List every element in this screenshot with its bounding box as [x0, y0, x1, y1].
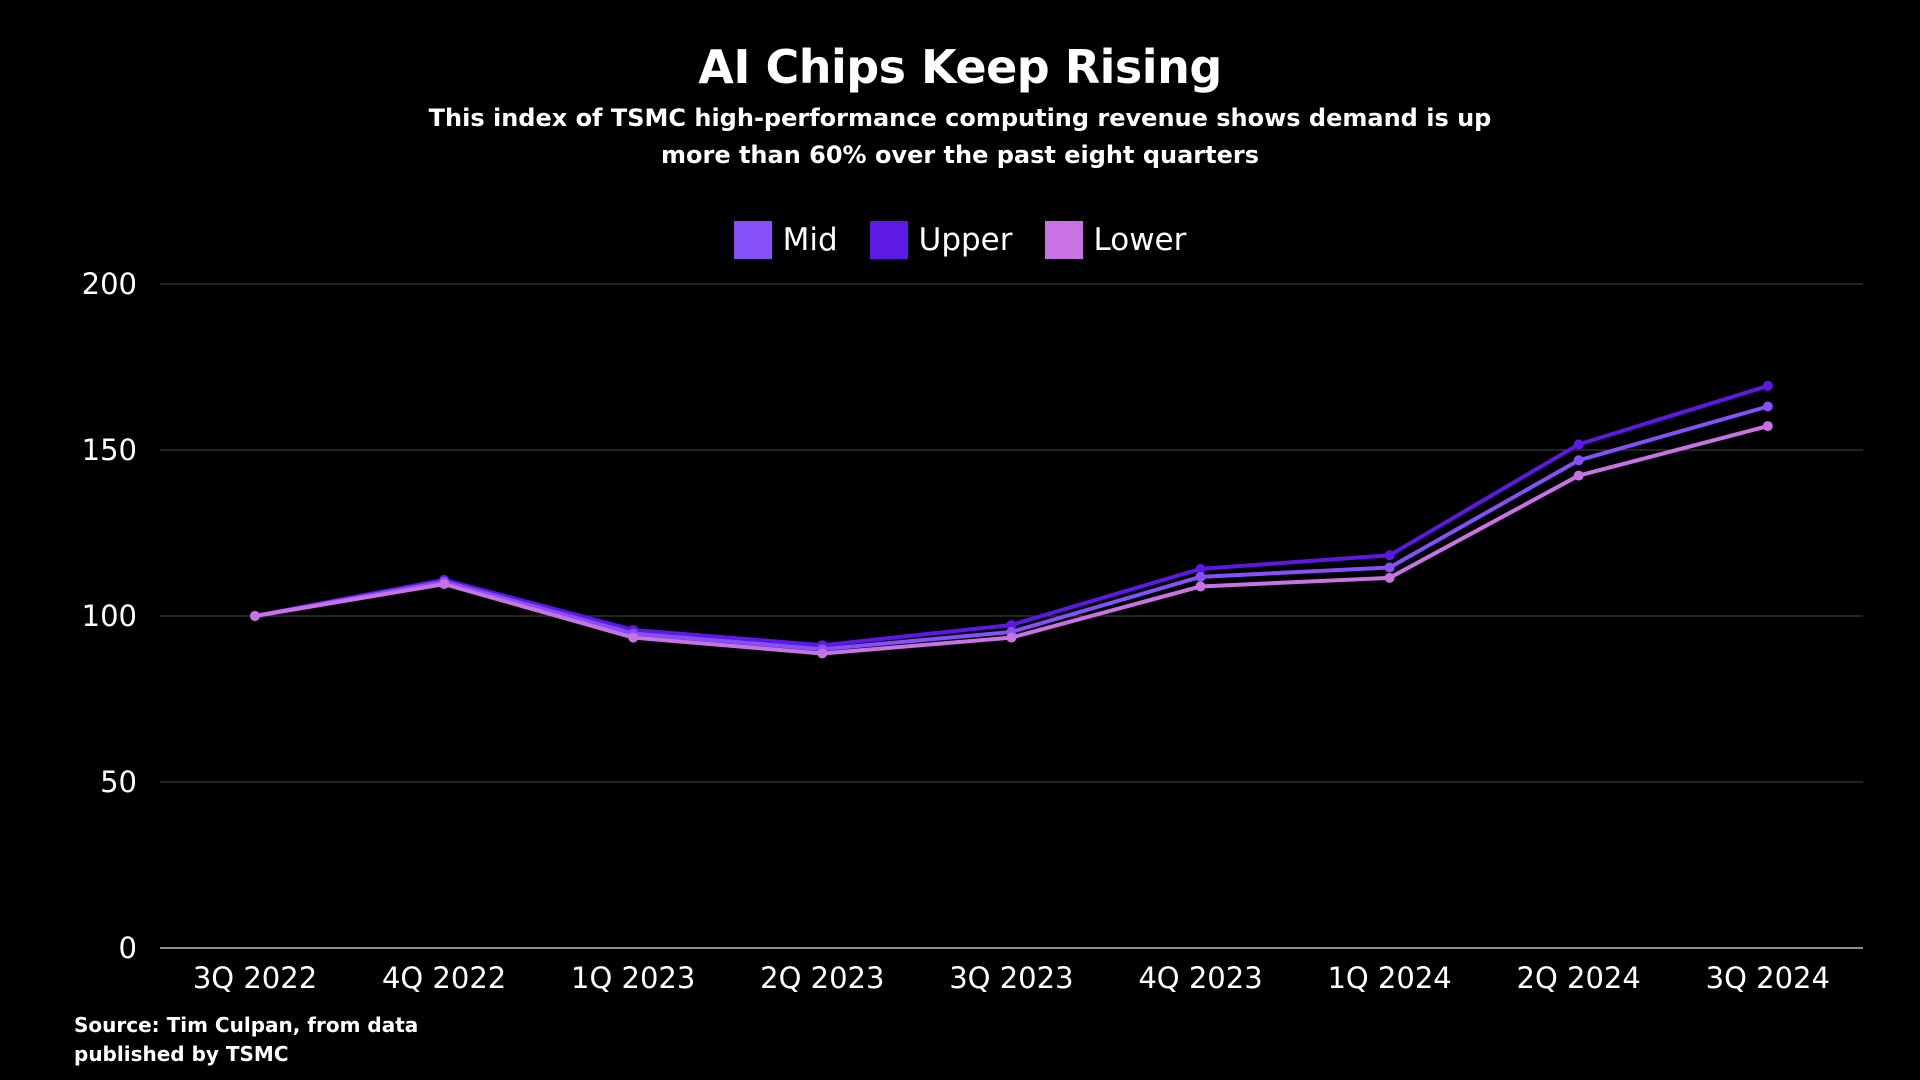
data-point-lower-0: [250, 611, 260, 621]
data-point-mid-5: [1195, 571, 1206, 582]
x-tick-label-3q-2022: 3Q 2022: [193, 961, 317, 995]
source-line-2: published by TSMC: [74, 1042, 289, 1066]
series-lines: [250, 380, 1773, 659]
y-tick-label-100: 100: [82, 599, 137, 633]
series-line-lower: [253, 424, 1770, 656]
data-point-lower-2: [628, 632, 639, 643]
data-point-lower-7: [1573, 470, 1584, 481]
legend-item-mid: Mid: [733, 221, 838, 259]
x-axis-ticks: 3Q 2022 4Q 2022 1Q 2023 2Q 2023 3Q 2023 4Q 20…: [193, 961, 1830, 995]
subtitle-line-1: This index of TSMC high-performance comp…: [428, 104, 1492, 132]
x-tick-label-1q-2024: 1Q 2024: [1327, 961, 1451, 995]
x-tick-label-2q-2023: 2Q 2023: [760, 961, 884, 995]
legend-label-upper: Upper: [918, 222, 1013, 258]
data-point-lower-8: [1762, 421, 1773, 432]
data-point-upper-5: [1195, 563, 1206, 574]
y-axis-ticks: 0 50 100 150 200: [82, 267, 137, 965]
x-tick-label-4q-2022: 4Q 2022: [382, 961, 506, 995]
series-line-mid: [253, 404, 1770, 652]
data-point-mid-8: [1762, 401, 1773, 412]
x-tick-label-4q-2023: 4Q 2023: [1138, 961, 1262, 995]
series-lower: [250, 421, 1773, 659]
data-point-lower-3: [817, 648, 828, 659]
data-point-upper-8: [1762, 380, 1773, 391]
chart-subtitle: This index of TSMC high-performance comp…: [360, 100, 1560, 174]
x-tick-label-1q-2023: 1Q 2023: [571, 961, 695, 995]
x-tick-label-3q-2023: 3Q 2023: [949, 961, 1073, 995]
data-point-upper-6: [1384, 550, 1395, 561]
chart-title: AI Chips Keep Rising: [698, 40, 1222, 94]
y-tick-label-50: 50: [100, 765, 137, 799]
data-point-mid-7: [1573, 455, 1584, 466]
data-point-upper-7: [1573, 439, 1584, 450]
x-tick-label-3q-2024: 3Q 2024: [1706, 961, 1830, 995]
gridlines: [160, 283, 1863, 949]
y-tick-label-200: 200: [82, 267, 137, 301]
x-tick-label-2q-2024: 2Q 2024: [1517, 961, 1641, 995]
y-tick-label-0: 0: [119, 931, 137, 965]
y-tick-label-150: 150: [82, 433, 137, 467]
source-line-1: Source: Tim Culpan, from data: [74, 1013, 419, 1037]
data-point-upper-4: [1006, 619, 1017, 630]
legend-label-mid: Mid: [782, 222, 838, 258]
legend-item-lower: Lower: [1044, 221, 1187, 259]
series-line-upper: [253, 383, 1770, 648]
legend-item-upper: Upper: [869, 221, 1013, 259]
data-point-lower-5: [1195, 581, 1206, 592]
data-point-lower-4: [1006, 632, 1017, 643]
data-point-lower-6: [1384, 572, 1395, 583]
legend-swatch-lower: [1044, 221, 1083, 259]
series-upper: [250, 380, 1773, 651]
legend-swatch-upper: [869, 221, 908, 259]
source-note: Source: Tim Culpan, from data published …: [74, 1011, 474, 1069]
chart-legend: Mid Upper Lower: [0, 221, 1920, 259]
data-point-mid-6: [1384, 562, 1395, 573]
legend-label-lower: Lower: [1093, 222, 1187, 258]
subtitle-line-2: more than 60% over the past eight quarte…: [660, 141, 1259, 169]
data-point-lower-1: [439, 579, 450, 590]
legend-swatch-mid: [733, 221, 772, 259]
